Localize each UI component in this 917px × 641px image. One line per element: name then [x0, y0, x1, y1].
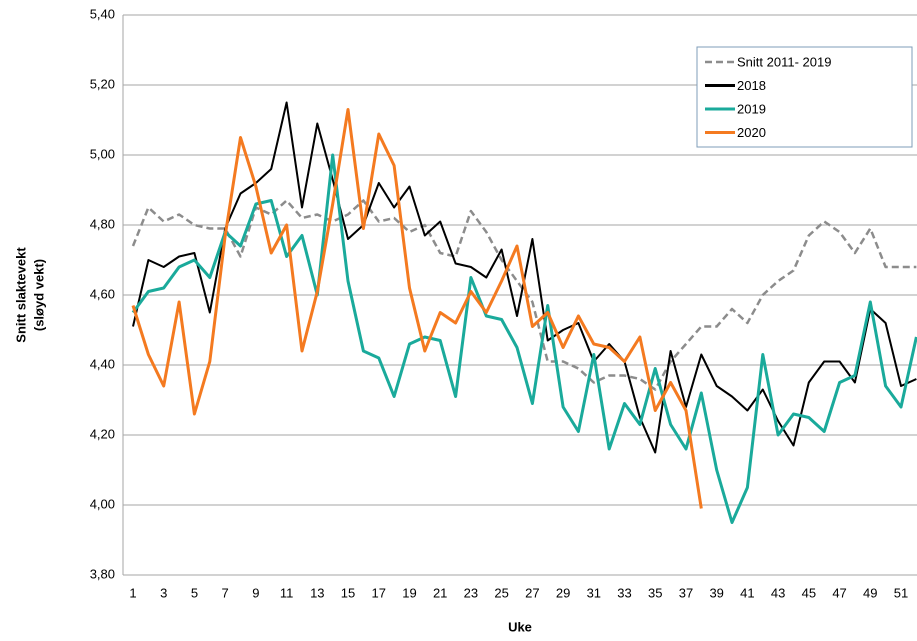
x-tick-label: 37 [679, 585, 693, 600]
legend-label: 2020 [737, 125, 766, 140]
x-tick-label: 31 [587, 585, 601, 600]
x-tick-label: 27 [525, 585, 539, 600]
x-tick-label: 9 [252, 585, 259, 600]
x-tick-label: 17 [372, 585, 386, 600]
x-tick-label: 11 [280, 585, 294, 600]
x-tick-label: 47 [832, 585, 846, 600]
y-axis-label: (sløyd vekt) [31, 259, 46, 331]
y-tick-label: 5,40 [90, 6, 115, 21]
y-tick-label: 4,80 [90, 216, 115, 231]
y-tick-label: 5,20 [90, 76, 115, 91]
x-tick-label: 25 [494, 585, 508, 600]
x-tick-label: 15 [341, 585, 355, 600]
x-tick-label: 19 [402, 585, 416, 600]
x-tick-label: 41 [740, 585, 754, 600]
legend-label: 2018 [737, 78, 766, 93]
x-tick-label: 1 [129, 585, 136, 600]
y-axis-label: Snitt slaktevekt [13, 247, 28, 343]
legend-label: Snitt 2011- 2019 [737, 54, 831, 69]
x-tick-label: 13 [310, 585, 324, 600]
x-tick-label: 21 [433, 585, 447, 600]
x-tick-label: 51 [894, 585, 908, 600]
y-tick-label: 4,20 [90, 426, 115, 441]
x-tick-label: 23 [464, 585, 478, 600]
x-tick-label: 29 [556, 585, 570, 600]
x-tick-label: 5 [191, 585, 198, 600]
legend-box [696, 46, 913, 148]
legend-label: 2019 [737, 101, 766, 116]
y-tick-label: 3,80 [90, 566, 115, 581]
x-axis-label: Uke [508, 619, 532, 634]
series-line [132, 101, 917, 454]
x-tick-label: 49 [863, 585, 877, 600]
x-tick-label: 35 [648, 585, 662, 600]
y-tick-label: 5,00 [90, 146, 115, 161]
y-tick-label: 4,40 [90, 356, 115, 371]
series-line [131, 199, 917, 391]
x-tick-label: 7 [222, 585, 229, 600]
x-tick-label: 39 [709, 585, 723, 600]
x-tick-label: 3 [160, 585, 167, 600]
y-tick-label: 4,00 [90, 496, 115, 511]
series-line [131, 108, 703, 509]
series-line [131, 153, 917, 524]
y-tick-label: 4,60 [90, 286, 115, 301]
x-tick-label: 45 [802, 585, 816, 600]
x-tick-label: 33 [617, 585, 631, 600]
x-tick-label: 43 [771, 585, 785, 600]
